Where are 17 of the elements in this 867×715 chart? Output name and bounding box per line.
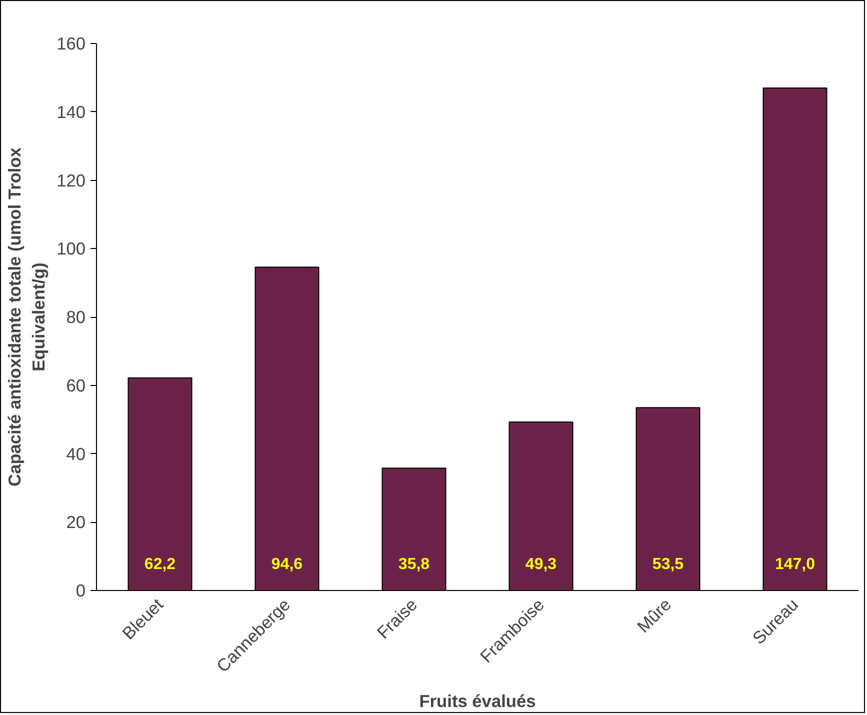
y-tick-label: 0 [76,580,86,600]
data-label: 53,5 [652,556,684,574]
data-label: 62,2 [144,556,176,574]
y-tick-label: 100 [56,238,86,259]
y-axis-title: Capacité antioxidante totale (umol Trolox Equivalent/g) [4,147,49,486]
y-tick-label: 80 [66,307,86,327]
y-tick-label: 40 [66,444,86,464]
data-label: 35,8 [398,556,430,574]
data-label: 147,0 [774,556,816,574]
y-tick-label: 140 [56,102,86,122]
y-tick-label: 60 [66,375,86,396]
y-tick-label: 120 [56,170,86,190]
y-tick-label: 20 [66,512,86,532]
data-label: 94,6 [271,556,303,574]
x-axis-title: Fruits évalués [419,691,536,712]
y-tick-label: 160 [56,34,86,54]
data-label: 49,3 [525,556,557,574]
